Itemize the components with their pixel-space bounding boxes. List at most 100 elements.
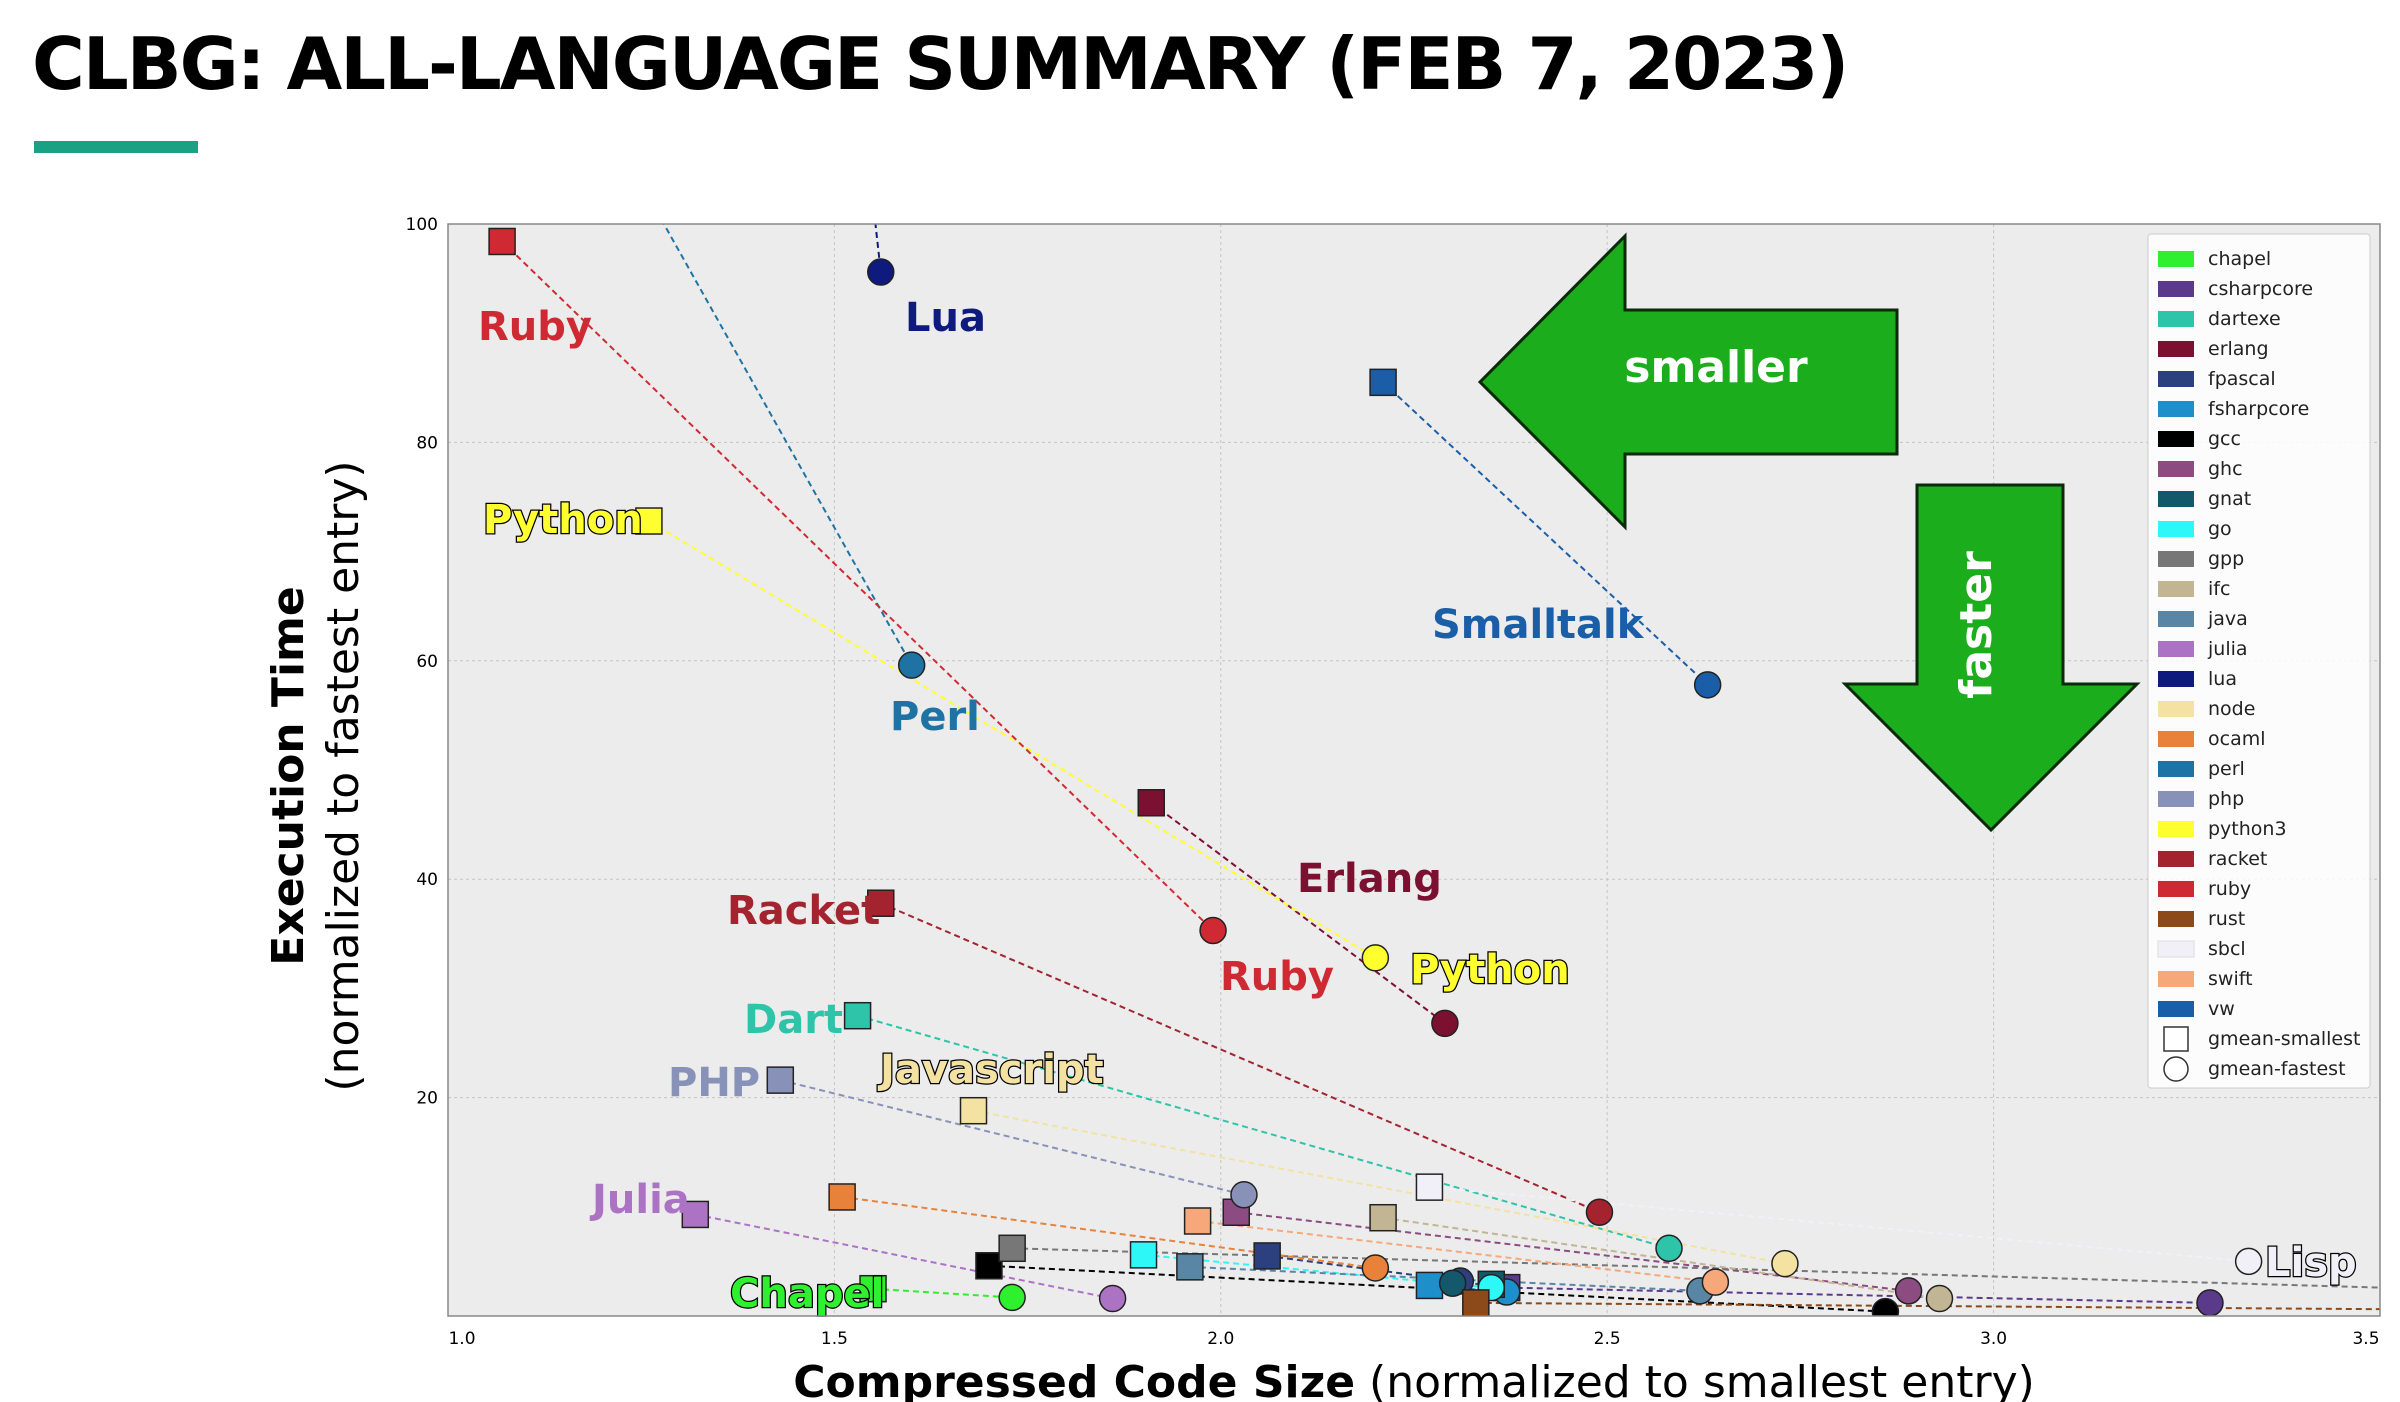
- point-smallest-go: [1129, 1241, 1158, 1269]
- point-smallest-python3: [635, 507, 663, 535]
- direction-arrows: smaller faster: [1477, 232, 2141, 833]
- legend-swatch-rust: [2158, 911, 2194, 927]
- legend-swatch-fpascal: [2158, 371, 2194, 387]
- label-julia: Julia: [589, 1177, 690, 1223]
- legend-label-ruby: ruby: [2208, 878, 2251, 900]
- legend-label-chapel: chapel: [2208, 248, 2271, 270]
- legend-label-julia: julia: [2207, 638, 2248, 660]
- legend-label-gcc: gcc: [2208, 428, 2241, 450]
- legend-label-php: php: [2208, 788, 2244, 810]
- legend-swatch-racket: [2158, 851, 2194, 867]
- point-fastest-ocaml: [1361, 1254, 1390, 1282]
- series-line-julia: [695, 1213, 1113, 1300]
- legend-swatch-smallest: [2163, 1026, 2189, 1052]
- legend-swatch-ruby: [2158, 881, 2194, 897]
- point-fastest-sbcl: [2234, 1247, 2263, 1276]
- point-smallest-chapel: [859, 1274, 887, 1303]
- point-smallest-vw: [1369, 368, 1397, 397]
- label-python3: Python: [483, 497, 643, 543]
- plot-area: [448, 224, 2380, 1316]
- legend-label-java: java: [2207, 608, 2248, 630]
- legend-label-python3: python3: [2208, 818, 2287, 840]
- legend-swatch-sbcl: [2157, 940, 2195, 958]
- legend-label-swift: swift: [2208, 968, 2253, 990]
- label-erlang: Erlang: [1297, 856, 1442, 902]
- point-fastest-perl: [897, 651, 926, 679]
- series-line-perl: [662, 224, 913, 666]
- smaller-arrow-label: smaller: [1624, 342, 1808, 393]
- legend-label-dartexe: dartexe: [2208, 308, 2281, 330]
- legend-label-rust: rust: [2208, 908, 2245, 930]
- legend-label-lua: lua: [2208, 668, 2237, 690]
- point-smallest-fsharpcore: [1415, 1271, 1444, 1300]
- legend-swatch-ghc: [2158, 461, 2194, 477]
- label-ruby: Ruby: [478, 304, 592, 350]
- legend-swatch-gcc: [2158, 431, 2194, 447]
- legend-label-ghc: ghc: [2208, 458, 2243, 480]
- series-line-chapel: [872, 1287, 1013, 1299]
- label-vw: Smalltalk: [1432, 602, 1645, 648]
- legend-label-fastest: gmean-fastest: [2208, 1058, 2346, 1080]
- x-tick-label: 2.5: [1594, 1329, 1621, 1349]
- legend-swatch-go: [2158, 521, 2194, 537]
- point-fastest-vw: [1693, 671, 1722, 699]
- y-tick-label: 40: [416, 870, 438, 890]
- point-smallest-java: [1176, 1253, 1204, 1281]
- legend-swatch-csharpcore: [2158, 281, 2194, 297]
- point-smallest-dartexe: [843, 1001, 872, 1030]
- smaller-arrow: [1477, 232, 1899, 531]
- point-smallest-php: [766, 1066, 795, 1094]
- y-tick-label: 80: [416, 433, 438, 453]
- point-smallest-gcc: [975, 1252, 1003, 1280]
- series-line-node: [973, 1109, 1786, 1265]
- label-perl: Perl: [890, 694, 980, 740]
- point-fastest-chapel: [998, 1283, 1026, 1312]
- legend-label-ocaml: ocaml: [2208, 728, 2266, 750]
- legend-swatch-fsharpcore: [2158, 401, 2194, 417]
- series-line-racket: [880, 902, 1600, 1214]
- legend-swatch-fastest: [2163, 1056, 2189, 1082]
- x-tick-label: 3.0: [1980, 1329, 2007, 1349]
- x-tick-label: 1.5: [821, 1329, 848, 1349]
- x-tick-label: 3.5: [2352, 1329, 2379, 1349]
- point-smallest-lua: [860, 189, 886, 215]
- legend-swatch-dartexe: [2158, 311, 2194, 327]
- point-fastest-node: [1771, 1249, 1799, 1278]
- series-line-lua: [874, 224, 882, 273]
- legend-swatch-gpp: [2158, 551, 2194, 567]
- legend-swatch-perl: [2158, 761, 2194, 777]
- label-python3: Python: [1410, 947, 1570, 993]
- title-underline: [34, 141, 198, 153]
- legend-label-node: node: [2208, 698, 2255, 720]
- point-fastest-gnat: [1438, 1269, 1467, 1297]
- legend-label-vw: vw: [2208, 998, 2235, 1020]
- faster-arrow: [1841, 483, 2141, 833]
- legend-label-gpp: gpp: [2208, 548, 2244, 570]
- legend-swatch-swift: [2158, 971, 2194, 987]
- label-php: PHP: [668, 1060, 760, 1106]
- legend-swatch-julia: [2158, 641, 2194, 657]
- legend-swatch-chapel: [2158, 251, 2194, 267]
- plot-frame: [447, 223, 2381, 1317]
- point-smallest-sbcl: [1415, 1173, 1444, 1201]
- page-title: CLBG: ALL-LANGUAGE SUMMARY (FEB 7, 2023): [32, 22, 1849, 106]
- legend-swatch-erlang: [2158, 341, 2194, 357]
- point-smallest-ocaml: [828, 1183, 856, 1211]
- legend-label-erlang: erlang: [2208, 338, 2269, 360]
- point-fastest-swift: [1701, 1268, 1730, 1296]
- x-tick-label: 2.0: [1207, 1329, 1234, 1349]
- point-smallest-rust: [1462, 1289, 1490, 1316]
- point-smallest-erlang: [1137, 789, 1165, 817]
- label-chapel: Chapel: [730, 1271, 884, 1317]
- series-line-vw: [1382, 381, 1709, 686]
- legend-swatch-lua: [2158, 671, 2194, 687]
- language-labels: Chapel Dart Erlang Julia Lua Javascript Perl PH…: [478, 295, 2358, 1318]
- point-fastest-php: [1230, 1181, 1258, 1209]
- point-fastest-julia: [1098, 1284, 1127, 1313]
- point-fastest-python3: [1361, 944, 1390, 972]
- legend-box: [2147, 233, 2371, 1089]
- legend-swatch-node: [2158, 701, 2194, 717]
- point-smallest-julia: [681, 1200, 710, 1229]
- label-node: Javascript: [877, 1047, 1104, 1093]
- point-fastest-ruby: [1199, 916, 1227, 945]
